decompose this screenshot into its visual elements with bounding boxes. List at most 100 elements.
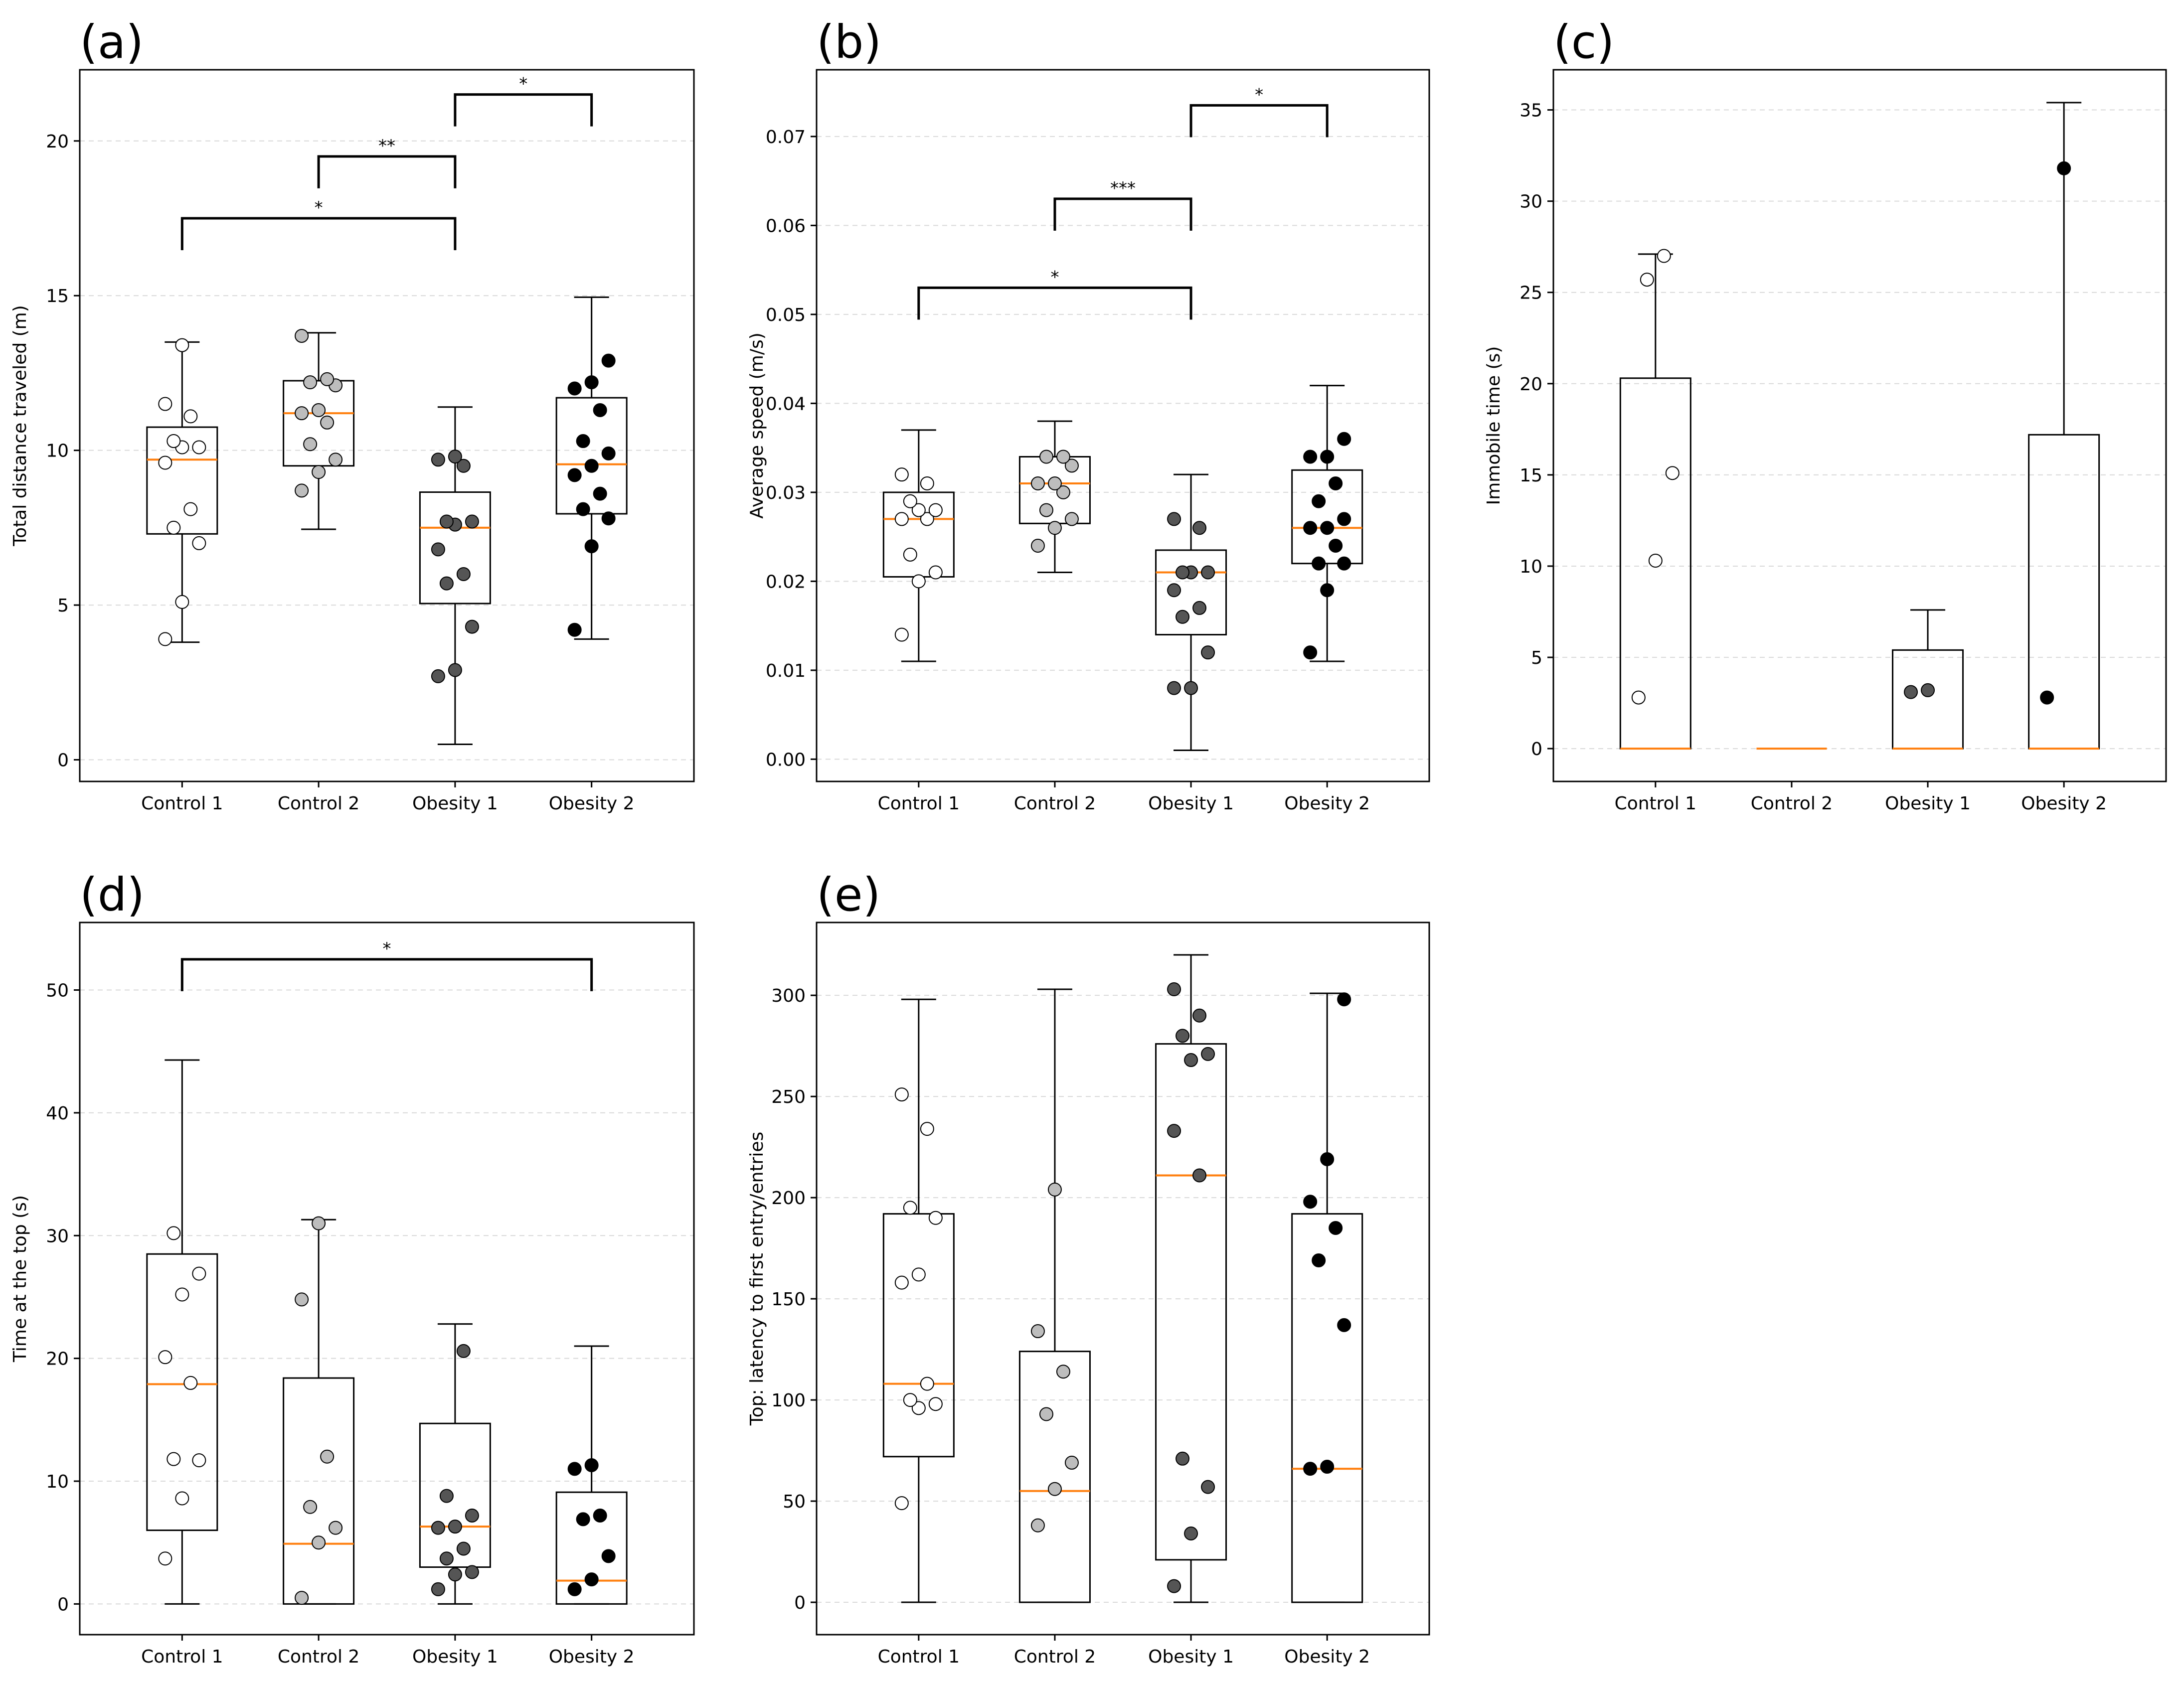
data-point: [312, 1535, 326, 1550]
y-tick-label: 10: [1519, 557, 1542, 577]
y-tick-label: 50: [783, 1492, 806, 1512]
y-tick-label: 0.02: [766, 572, 806, 592]
data-point: [1201, 645, 1215, 660]
box-3: [419, 1323, 491, 1605]
data-point: [1337, 1318, 1351, 1332]
box-3: [419, 406, 491, 745]
significance-bracket: ***: [1053, 178, 1192, 231]
data-point: [1064, 1455, 1079, 1470]
data-point: [601, 446, 616, 460]
significance-bracket: *: [180, 198, 457, 251]
y-tick-label: 30: [46, 1226, 69, 1246]
data-point: [894, 1275, 909, 1290]
data-point: [320, 1449, 335, 1464]
data-point: [1337, 512, 1351, 526]
significance-label: *: [315, 198, 323, 218]
data-point: [1167, 512, 1181, 526]
x-tick-label: Control 1: [878, 793, 960, 814]
box-3: [1892, 609, 1964, 750]
box-1: [146, 338, 218, 646]
data-point: [175, 338, 189, 352]
plot-frame: [79, 921, 695, 1636]
data-point: [465, 619, 479, 634]
panel-c: 0 5 10 15 20 25 30 35 Control 1 Control 2 Obesity …: [1484, 15, 2167, 814]
data-point: [576, 434, 590, 449]
data-point: [903, 1393, 917, 1407]
data-point: [1904, 685, 1918, 699]
data-point: [1303, 450, 1318, 464]
y-tick-label: 0.06: [766, 216, 806, 236]
data-point: [167, 520, 181, 535]
data-point: [295, 406, 309, 421]
y-tick-label: 5: [1531, 648, 1542, 668]
data-point: [1192, 1008, 1207, 1023]
data-point: [601, 1549, 616, 1563]
x-tick-label: Obesity 2: [549, 793, 635, 814]
box-iqr: [1155, 1043, 1227, 1561]
data-point: [1320, 521, 1335, 535]
data-point: [1312, 494, 1326, 508]
x-tick-label: Control 2: [1751, 793, 1833, 814]
x-tick-label: Obesity 2: [549, 1647, 635, 1667]
y-tick-label: 0.03: [766, 483, 806, 503]
plot-frame: [1552, 69, 2167, 782]
data-point: [295, 1292, 309, 1307]
y-tick-label: 0: [1531, 739, 1542, 760]
box-4: [1291, 385, 1363, 662]
data-point: [920, 512, 934, 526]
x-tick-label: Obesity 1: [412, 1647, 498, 1667]
box-iqr: [555, 397, 628, 515]
data-point: [303, 1500, 318, 1514]
data-point: [465, 1509, 479, 1523]
data-point: [1047, 521, 1062, 535]
data-point: [1329, 1221, 1343, 1235]
box-3: [1155, 473, 1227, 752]
data-point: [295, 1591, 309, 1605]
data-point: [1030, 1324, 1045, 1339]
data-point: [1176, 610, 1190, 624]
data-point: [320, 415, 335, 430]
x-tick-label: Obesity 1: [412, 793, 498, 814]
data-point: [1337, 432, 1351, 446]
data-point: [465, 514, 479, 529]
data-point: [431, 1582, 445, 1596]
data-point: [192, 1453, 206, 1468]
data-point: [903, 547, 917, 562]
box-2: [1018, 988, 1091, 1603]
box-iqr: [146, 426, 218, 535]
data-point: [1201, 1480, 1215, 1494]
data-point: [567, 1582, 582, 1596]
data-point: [2040, 690, 2054, 705]
data-point: [1192, 601, 1207, 615]
x-tick-label: Control 2: [1014, 1647, 1096, 1667]
x-tick-label: Control 1: [878, 1647, 960, 1667]
data-point: [1303, 521, 1318, 535]
data-point: [456, 1541, 471, 1556]
significance-label: ***: [1110, 178, 1136, 198]
box-iqr: [555, 1491, 628, 1605]
data-point: [448, 1520, 462, 1534]
significance-bracket: *: [1189, 85, 1329, 138]
box-2: [283, 1216, 355, 1605]
y-tick-label: 150: [771, 1289, 806, 1310]
bracket-line: [454, 93, 593, 127]
data-point: [1303, 1462, 1318, 1476]
data-point: [1303, 1195, 1318, 1209]
y-tick-label: 20: [1519, 374, 1542, 395]
x-tick-label: Control 1: [1615, 793, 1696, 814]
data-point: [167, 434, 181, 449]
box-1: [882, 998, 955, 1603]
box-4: [555, 296, 628, 640]
bracket-line: [1189, 104, 1329, 138]
data-point: [1039, 503, 1053, 517]
bracket-line: [180, 958, 593, 991]
data-point: [1320, 1152, 1335, 1166]
data-point: [158, 397, 172, 411]
data-point: [584, 1572, 599, 1587]
data-point: [584, 1458, 599, 1472]
data-point: [183, 1376, 198, 1390]
bracket-line: [1053, 197, 1192, 231]
y-tick-label: 200: [771, 1188, 806, 1209]
data-point: [584, 375, 599, 390]
